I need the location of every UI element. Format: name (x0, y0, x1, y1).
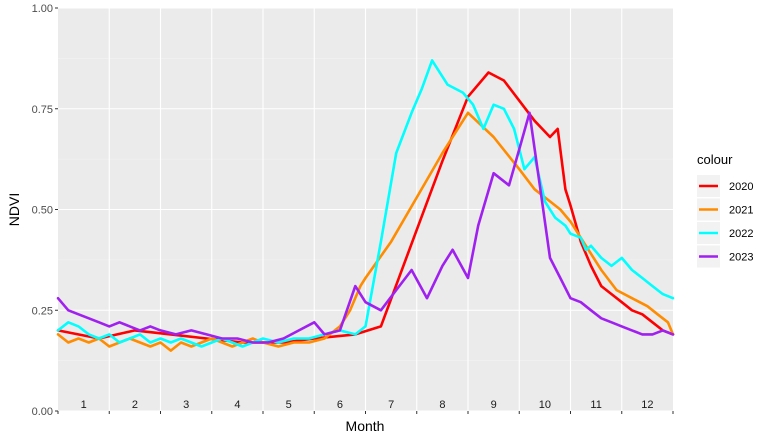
x-tick-label: 1 (81, 399, 87, 411)
legend-title: colour (697, 152, 733, 167)
x-tick-label: 7 (388, 399, 394, 411)
x-axis-ticks: 1 2 3 4 5 6 7 8 9 10 11 12 (57, 399, 674, 414)
x-tick-label: 5 (286, 399, 292, 411)
legend: colour 2020 2021 2022 2023 (697, 152, 753, 268)
y-tick-label: 1.00 (32, 3, 53, 15)
legend-label-2020: 2020 (729, 181, 753, 193)
y-tick-label: 0.00 (32, 406, 53, 418)
y-tick-label: 0.75 (32, 104, 53, 116)
x-axis-title: Month (346, 418, 385, 434)
x-tick-label: 6 (337, 399, 343, 411)
legend-label-2021: 2021 (729, 205, 753, 217)
x-tick-label: 10 (539, 399, 551, 411)
series-line-2022 (56, 59, 675, 348)
y-axis-title: NDVI (6, 193, 22, 226)
y-tick-label: 0.50 (32, 205, 53, 217)
legend-label-2023: 2023 (729, 252, 753, 264)
x-tick-label: 3 (183, 399, 189, 411)
series-line-2023 (56, 111, 675, 344)
x-tick-label: 9 (491, 399, 497, 411)
series-layer (56, 59, 675, 352)
x-tick-label: 8 (439, 399, 445, 411)
y-axis-ticks: 0.00 0.25 0.50 0.75 1.00 (32, 3, 58, 418)
series-line-2021 (56, 111, 675, 352)
x-tick-label: 11 (590, 399, 601, 411)
legend-label-2022: 2022 (729, 228, 753, 240)
x-tick-label: 4 (234, 399, 240, 411)
x-tick-label: 12 (641, 399, 653, 411)
x-tick-label: 2 (132, 399, 138, 411)
y-tick-label: 0.25 (32, 305, 53, 317)
